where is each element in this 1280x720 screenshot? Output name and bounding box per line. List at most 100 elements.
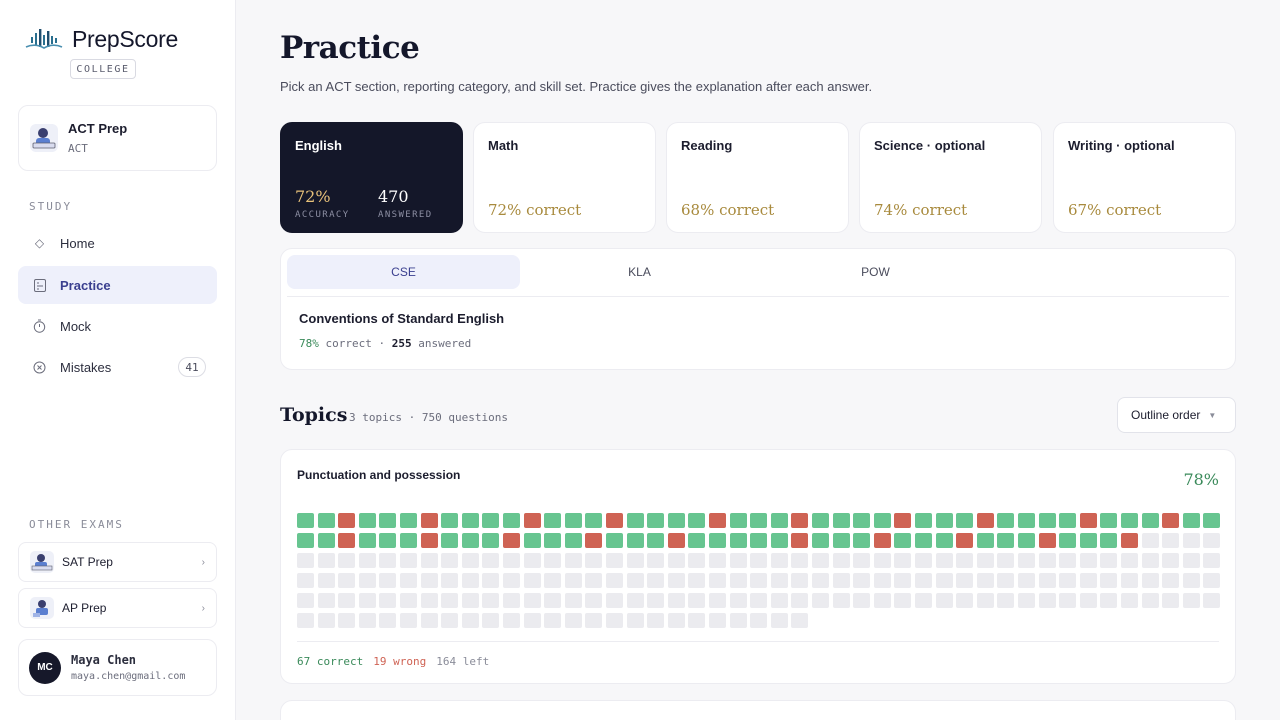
question-cell-unanswered[interactable] [441, 573, 459, 588]
question-cell-unanswered[interactable] [544, 573, 562, 588]
question-cell-correct[interactable] [853, 533, 871, 548]
question-cell-unanswered[interactable] [1141, 533, 1159, 548]
question-cell-unanswered[interactable] [647, 573, 665, 588]
question-cell-correct[interactable] [523, 533, 541, 548]
question-cell-unanswered[interactable] [317, 593, 335, 608]
question-cell-correct[interactable] [626, 533, 644, 548]
question-cell-wrong[interactable] [667, 533, 685, 548]
question-cell-unanswered[interactable] [750, 613, 768, 628]
question-cell-unanswered[interactable] [297, 573, 314, 588]
question-cell-unanswered[interactable] [832, 573, 850, 588]
user-profile-card[interactable]: MC Maya Chen maya.chen@gmail.com [18, 639, 217, 696]
question-cell-unanswered[interactable] [379, 613, 397, 628]
question-cell-unanswered[interactable] [564, 593, 582, 608]
question-cell-correct[interactable] [1141, 513, 1159, 528]
question-cell-unanswered[interactable] [1059, 553, 1077, 568]
question-cell-correct[interactable] [997, 533, 1015, 548]
question-cell-correct[interactable] [647, 533, 665, 548]
question-cell-unanswered[interactable] [626, 553, 644, 568]
question-cell-correct[interactable] [1203, 513, 1221, 528]
question-cell-unanswered[interactable] [297, 593, 314, 608]
question-cell-unanswered[interactable] [770, 553, 788, 568]
question-cell-unanswered[interactable] [791, 553, 809, 568]
question-cell-correct[interactable] [400, 513, 417, 528]
question-cell-correct[interactable] [626, 513, 644, 528]
question-cell-correct[interactable] [812, 513, 829, 528]
question-cell-unanswered[interactable] [1182, 573, 1200, 588]
question-cell-unanswered[interactable] [647, 553, 665, 568]
question-cell-unanswered[interactable] [791, 573, 809, 588]
question-cell-unanswered[interactable] [482, 553, 500, 568]
question-cell-wrong[interactable] [1079, 513, 1097, 528]
nav-item-practice[interactable]: Practice [18, 266, 217, 304]
question-cell-correct[interactable] [750, 513, 768, 528]
question-cell-unanswered[interactable] [688, 573, 706, 588]
section-card-reading[interactable]: Reading 68% correct [666, 122, 849, 233]
question-cell-correct[interactable] [688, 533, 706, 548]
question-cell-unanswered[interactable] [853, 553, 871, 568]
question-cell-unanswered[interactable] [647, 593, 665, 608]
nav-item-mock[interactable]: Mock [18, 307, 217, 345]
question-cell-unanswered[interactable] [626, 573, 644, 588]
question-cell-unanswered[interactable] [1162, 593, 1180, 608]
question-cell-unanswered[interactable] [317, 613, 335, 628]
question-cell-unanswered[interactable] [791, 613, 809, 628]
question-cell-unanswered[interactable] [1018, 573, 1035, 588]
question-cell-unanswered[interactable] [461, 573, 479, 588]
question-cell-correct[interactable] [667, 513, 685, 528]
question-cell-correct[interactable] [956, 513, 974, 528]
question-cell-unanswered[interactable] [564, 573, 582, 588]
question-cell-unanswered[interactable] [482, 573, 500, 588]
question-cell-unanswered[interactable] [606, 593, 623, 608]
question-cell-unanswered[interactable] [667, 613, 685, 628]
sort-order-dropdown[interactable]: Outline order ▼ [1117, 397, 1236, 433]
question-cell-unanswered[interactable] [1018, 553, 1035, 568]
question-cell-unanswered[interactable] [461, 613, 479, 628]
question-cell-correct[interactable] [482, 513, 500, 528]
question-cell-unanswered[interactable] [1100, 553, 1118, 568]
question-cell-correct[interactable] [997, 513, 1015, 528]
question-cell-unanswered[interactable] [729, 613, 747, 628]
question-cell-unanswered[interactable] [585, 613, 603, 628]
question-cell-unanswered[interactable] [606, 613, 623, 628]
question-cell-correct[interactable] [544, 533, 562, 548]
question-cell-unanswered[interactable] [420, 613, 438, 628]
question-cell-wrong[interactable] [1121, 533, 1138, 548]
question-cell-unanswered[interactable] [297, 613, 314, 628]
question-cell-unanswered[interactable] [297, 553, 314, 568]
question-cell-unanswered[interactable] [935, 573, 953, 588]
question-cell-unanswered[interactable] [1141, 573, 1159, 588]
question-cell-unanswered[interactable] [503, 573, 520, 588]
question-cell-unanswered[interactable] [1038, 593, 1056, 608]
section-card-writing[interactable]: Writing · optional 67% correct [1053, 122, 1236, 233]
question-cell-unanswered[interactable] [956, 573, 974, 588]
question-cell-unanswered[interactable] [873, 593, 891, 608]
question-cell-correct[interactable] [461, 513, 479, 528]
question-cell-unanswered[interactable] [1100, 593, 1118, 608]
question-cell-correct[interactable] [461, 533, 479, 548]
question-cell-correct[interactable] [564, 533, 582, 548]
question-cell-correct[interactable] [1059, 513, 1077, 528]
question-cell-correct[interactable] [647, 513, 665, 528]
question-cell-unanswered[interactable] [503, 613, 520, 628]
question-cell-correct[interactable] [358, 513, 376, 528]
question-cell-unanswered[interactable] [1079, 593, 1097, 608]
question-cell-unanswered[interactable] [626, 613, 644, 628]
question-cell-unanswered[interactable] [729, 573, 747, 588]
question-cell-correct[interactable] [441, 513, 459, 528]
question-cell-unanswered[interactable] [1141, 593, 1159, 608]
question-cell-unanswered[interactable] [853, 593, 871, 608]
question-cell-unanswered[interactable] [709, 573, 726, 588]
question-cell-correct[interactable] [441, 533, 459, 548]
question-cell-unanswered[interactable] [770, 613, 788, 628]
question-cell-correct[interactable] [1100, 533, 1118, 548]
section-card-math[interactable]: Math 72% correct [473, 122, 656, 233]
question-cell-unanswered[interactable] [1100, 573, 1118, 588]
question-cell-unanswered[interactable] [1203, 573, 1221, 588]
question-cell-correct[interactable] [1079, 533, 1097, 548]
question-cell-unanswered[interactable] [420, 553, 438, 568]
question-cell-wrong[interactable] [420, 533, 438, 548]
question-cell-unanswered[interactable] [503, 553, 520, 568]
question-cell-unanswered[interactable] [523, 613, 541, 628]
question-cell-correct[interactable] [1038, 513, 1056, 528]
